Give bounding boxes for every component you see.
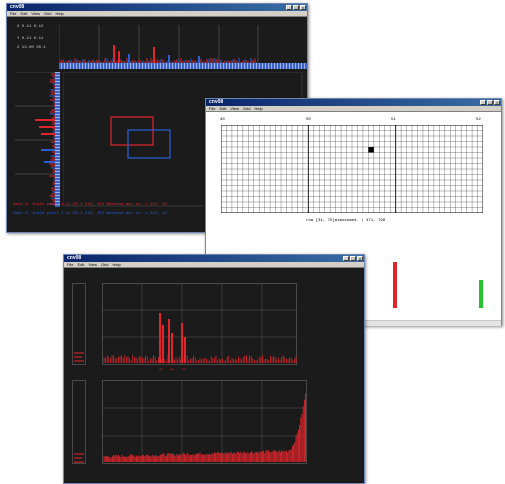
upper-mini-strip — [72, 283, 86, 365]
menu-bar: File Edit View Grid Help — [64, 262, 364, 268]
window-title-bar[interactable]: cnv08 _ □ × — [64, 255, 364, 262]
menu-grid[interactable]: Grid — [43, 11, 52, 16]
menu-file[interactable]: File — [10, 11, 17, 16]
top-histogram — [59, 25, 259, 64]
green-level-bar — [479, 280, 483, 308]
histogram-noise — [60, 58, 256, 63]
lower-mini-strip — [72, 380, 86, 464]
window-title-bar[interactable]: cnv08 _ □ × — [206, 99, 501, 106]
axis-label-1: 40 — [220, 118, 225, 122]
axis-label-3: 51 — [391, 118, 396, 122]
menu-edit[interactable]: Edit — [20, 11, 28, 16]
window-bottom: cnv08 _ □ × File Edit View Grid Help aa … — [63, 254, 365, 484]
menu-grid[interactable]: Grid — [100, 262, 109, 267]
maximize-button[interactable]: □ — [350, 256, 356, 261]
axis-label-4: 52 — [476, 118, 481, 122]
close-button[interactable]: × — [300, 5, 306, 10]
menu-view[interactable]: View — [88, 262, 97, 267]
menu-file[interactable]: File — [67, 262, 74, 267]
window-title: cnv08 — [10, 4, 25, 10]
menu-bar: File Edit View Grid Help — [206, 106, 501, 112]
close-button[interactable]: × — [494, 100, 500, 105]
lower-spectrum — [102, 380, 307, 464]
peak-marker-3: aa — [182, 368, 186, 371]
menu-edit[interactable]: Edit — [77, 262, 85, 267]
menu-help[interactable]: Help — [55, 11, 64, 16]
side-histogram — [15, 72, 56, 207]
upper-spectrum — [102, 283, 297, 365]
grid-caption: row [31, 75]mimosomed. | 471, 796 — [306, 219, 386, 223]
menu-bar: File Edit View Grid Help — [7, 11, 307, 17]
side-scale-bar — [55, 72, 60, 207]
peak-marker-2: aa — [170, 368, 174, 371]
minimize-button[interactable]: _ — [343, 256, 349, 261]
status-line-blue: Gate X: Scale pixel 1.41 25.1 543, 255 W… — [13, 212, 167, 216]
menu-help[interactable]: Help — [112, 262, 121, 267]
menu-help[interactable]: Help — [254, 106, 263, 111]
readout-line-1: X 0.11 0.12 — [17, 25, 44, 29]
readout-line-2: Y 0.11 0.11 — [17, 37, 44, 41]
maximize-button[interactable]: □ — [487, 100, 493, 105]
blue-scale-bar — [59, 63, 307, 69]
menu-grid[interactable]: Grid — [242, 106, 251, 111]
menu-edit[interactable]: Edit — [219, 106, 227, 111]
window-title-bar[interactable]: cnv08 _ □ × — [7, 4, 307, 11]
blue-gate-rect[interactable] — [127, 129, 171, 159]
menu-view[interactable]: View — [31, 11, 40, 16]
menu-file[interactable]: File — [209, 106, 216, 111]
red-level-bar — [393, 262, 397, 308]
selected-cell — [368, 147, 374, 153]
peak-marker-1: aa — [159, 368, 163, 371]
maximize-button[interactable]: □ — [293, 5, 299, 10]
axis-label-2: 50 — [306, 118, 311, 122]
menu-view[interactable]: View — [230, 106, 239, 111]
close-button[interactable]: × — [357, 256, 363, 261]
status-line-red: Gate X: Scale pixel 1.41 25.1 543, 255 W… — [13, 203, 167, 207]
minimize-button[interactable]: _ — [480, 100, 486, 105]
window-title: cnv08 — [67, 255, 82, 261]
histogram-peaks — [113, 45, 155, 63]
red-gate-rect[interactable] — [110, 116, 154, 146]
window-title: cnv08 — [209, 99, 224, 105]
cell-grid[interactable] — [221, 125, 483, 213]
minimize-button[interactable]: _ — [286, 5, 292, 10]
plot-area: aa aa aa — [64, 268, 364, 483]
readout-line-3: Z 13.00 20.1 — [17, 46, 46, 50]
